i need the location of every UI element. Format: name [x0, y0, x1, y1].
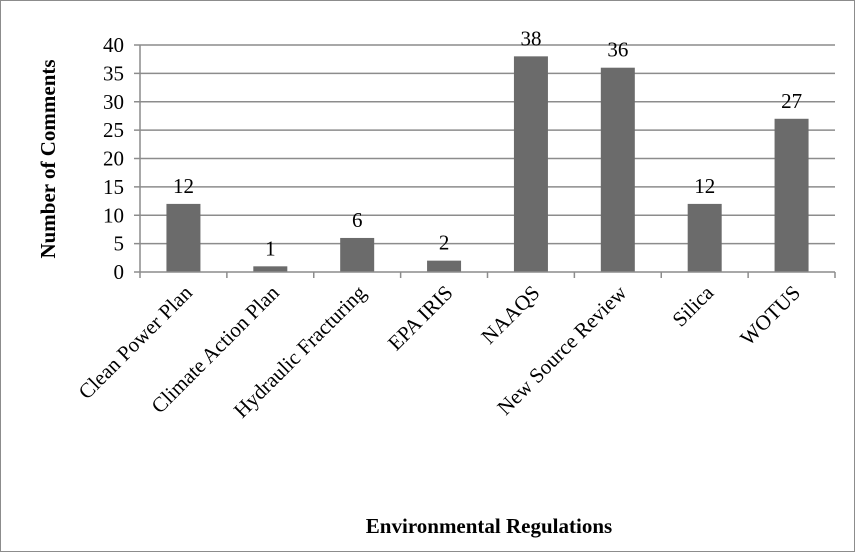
gridlines — [134, 44, 835, 273]
bar — [427, 260, 462, 272]
bar — [513, 56, 548, 272]
category-label: WOTUS — [735, 281, 805, 351]
data-label: 12 — [173, 174, 194, 198]
y-axis-title: Number of Comments — [36, 59, 60, 258]
data-label: 36 — [607, 38, 628, 62]
bar — [774, 118, 809, 273]
data-label: 27 — [781, 89, 802, 113]
y-tick-label: 0 — [114, 260, 125, 284]
data-label: 6 — [352, 208, 363, 232]
bar — [687, 203, 722, 272]
bar — [166, 203, 201, 272]
x-axis-title: Environmental Regulations — [366, 514, 612, 538]
bar — [253, 266, 288, 272]
data-label: 12 — [694, 174, 715, 198]
y-tick-label: 40 — [103, 33, 124, 57]
y-tick-label: 10 — [103, 203, 124, 227]
category-label: EPA IRIS — [383, 281, 458, 356]
y-tick-label: 25 — [103, 118, 124, 142]
y-tick-label: 5 — [114, 232, 125, 256]
category-label: NAAQS — [476, 281, 544, 349]
y-tick-label: 15 — [103, 175, 124, 199]
bar — [340, 237, 375, 272]
data-label: 2 — [439, 231, 450, 255]
y-tick-labels: 0 5 10 15 20 25 30 35 40 — [103, 33, 124, 284]
category-label: Silica — [667, 280, 718, 331]
data-labels: 12 1 6 2 38 36 12 27 — [173, 26, 802, 260]
y-tick-label: 35 — [103, 61, 124, 85]
y-tick-label: 30 — [103, 90, 124, 114]
data-label: 38 — [520, 26, 541, 50]
bars — [166, 56, 809, 273]
y-tick-label: 20 — [103, 147, 124, 171]
data-label: 1 — [265, 236, 276, 260]
bar — [600, 67, 635, 272]
axes — [139, 45, 836, 278]
